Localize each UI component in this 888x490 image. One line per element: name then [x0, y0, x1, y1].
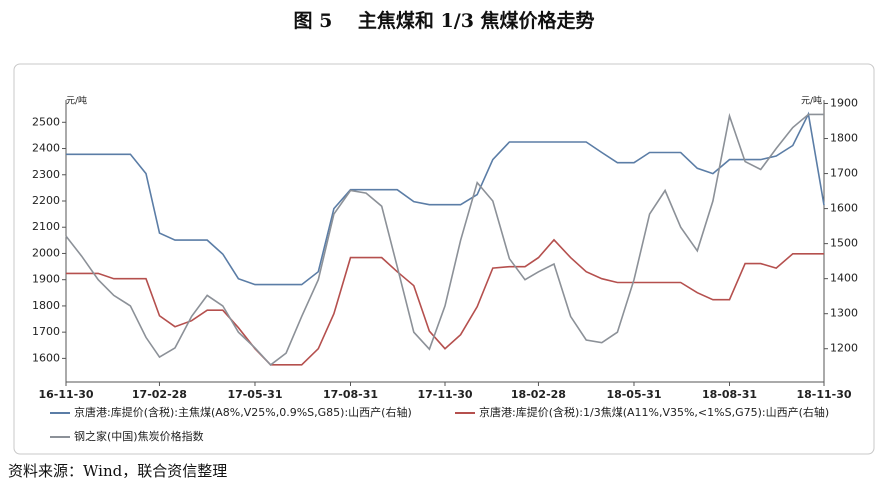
y2-tick-label: 1800: [830, 132, 858, 145]
series-line: [66, 238, 824, 366]
y-tick-label: 2400: [32, 142, 60, 155]
y2-tick-label: 1300: [830, 307, 858, 320]
y-tick-label: 1800: [32, 299, 60, 312]
legend-label: 京唐港:库提价(含税):主焦煤(A8%,V25%,0.9%S,G85):山西产(…: [74, 405, 412, 419]
source-note: 资料来源：Wind，联合资信整理: [8, 462, 227, 480]
chart-frame: [13, 63, 875, 455]
y2-tick-label: 1700: [830, 167, 858, 180]
series-line: [65, 112, 824, 366]
y-tick-label: 2100: [32, 220, 60, 233]
y-tick-label: 1700: [32, 325, 60, 338]
chart-title: 图 5 主焦煤和 1/3 焦煤价格走势: [293, 9, 594, 32]
x-tick-label: 17-02-28: [132, 388, 187, 401]
y-tick-label: 2200: [32, 194, 60, 207]
series-line: [66, 111, 825, 286]
y-tick-label: 1900: [32, 273, 60, 286]
y2-tick-label: 1500: [830, 237, 858, 250]
x-tick-label: 17-08-31: [323, 388, 378, 401]
y-tick-label: 2300: [32, 168, 60, 181]
x-tick-label: 18-02-28: [511, 388, 566, 401]
y-axis-unit: 元/吨: [66, 95, 87, 107]
x-tick-label: 17-05-31: [227, 388, 282, 401]
y2-tick-label: 1900: [830, 97, 858, 110]
x-tick-label: 18-08-31: [702, 388, 757, 401]
y2-tick-label: 1400: [830, 272, 858, 285]
y-tick-label: 2000: [32, 246, 60, 259]
y2-tick-label: 1600: [830, 202, 858, 215]
y2-axis-unit: 元/吨: [801, 95, 822, 107]
y2-tick-label: 1200: [830, 342, 858, 355]
y-tick-label: 1600: [32, 351, 60, 364]
y-tick-label: 2500: [32, 115, 60, 128]
legend-label: 钢之家(中国)焦炭价格指数: [74, 429, 204, 443]
x-tick-label: 16-11-30: [38, 388, 93, 401]
x-tick-label: 18-05-31: [606, 388, 661, 401]
x-tick-label: 18-11-30: [796, 388, 851, 401]
x-tick-label: 17-11-30: [417, 388, 472, 401]
legend-label: 京唐港:库提价(含税):1/3焦煤(A11%,V35%,<1%S,G75):山西…: [479, 405, 829, 419]
